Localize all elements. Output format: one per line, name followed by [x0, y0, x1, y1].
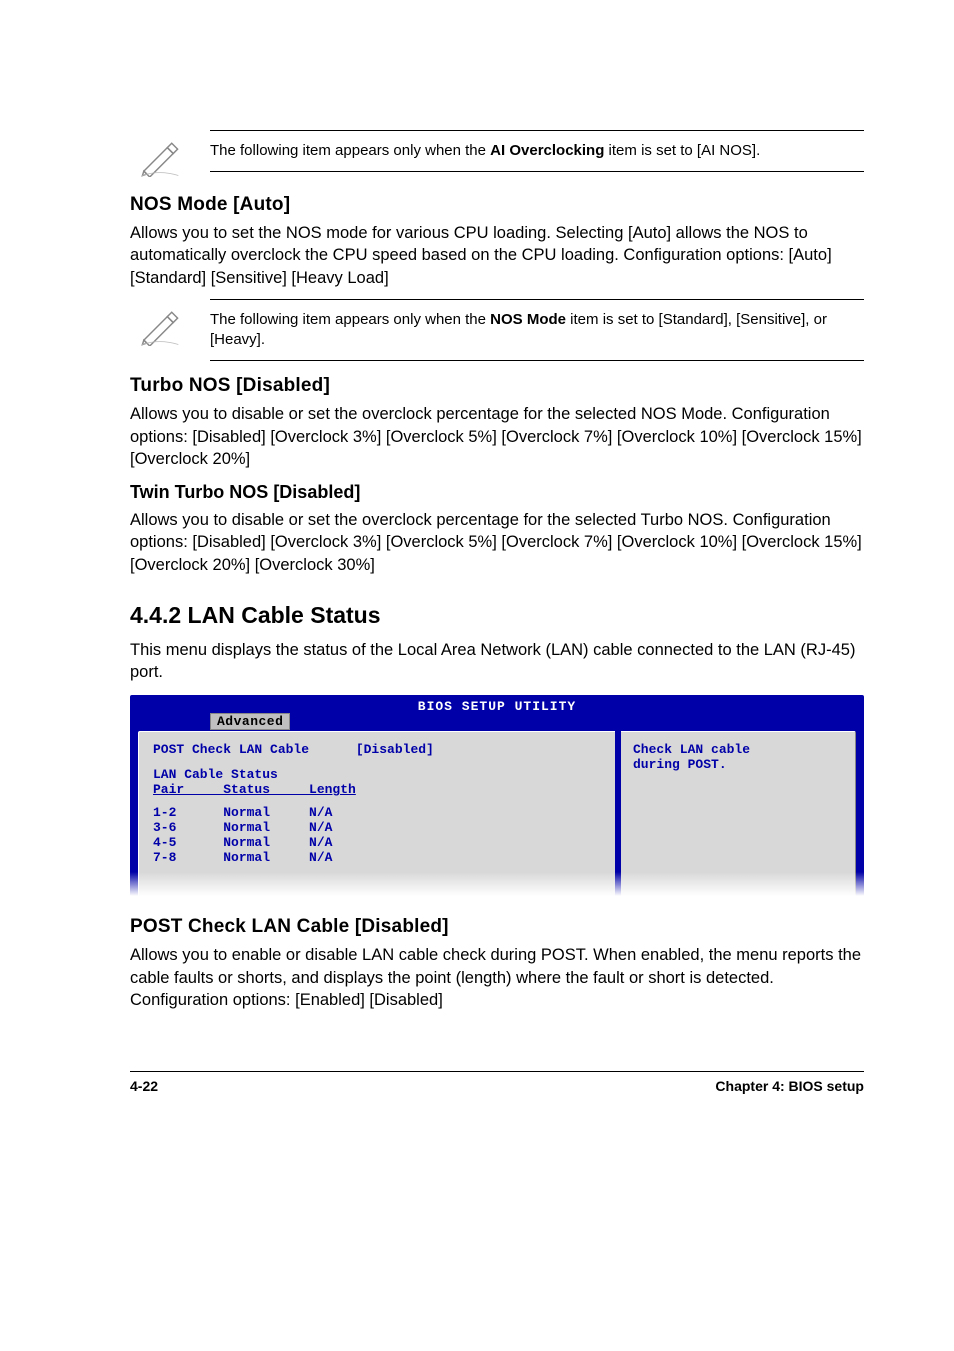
heading-nos-mode: NOS Mode [Auto] [130, 194, 864, 216]
note-ai-overclocking: The following item appears only when the… [130, 130, 864, 180]
heading-post-check-lan: POST Check LAN Cable [Disabled] [130, 916, 864, 938]
bios-right-panel: Check LAN cable during POST. [621, 731, 856, 896]
footer-page-number: 4-22 [130, 1078, 158, 1094]
note1-prefix: The following item appears only when the [210, 142, 490, 159]
bios-row: 3-6 Normal N/A [153, 820, 601, 835]
page-footer: 4-22 Chapter 4: BIOS setup [130, 1071, 864, 1094]
bios-screenshot: BIOS SETUP UTILITY Advanced POST Check L… [130, 695, 864, 896]
heading-turbo-nos: Turbo NOS [Disabled] [130, 375, 864, 397]
note2-prefix: The following item appears only when the [210, 311, 490, 328]
note-text: The following item appears only when the… [210, 130, 864, 172]
bios-title: BIOS SETUP UTILITY [130, 699, 864, 714]
body-post-check-2: Configuration options: [Enabled] [Disabl… [130, 989, 864, 1011]
footer-chapter: Chapter 4: BIOS setup [715, 1078, 864, 1094]
heading-lan-cable-status: 4.4.2 LAN Cable Status [130, 602, 864, 629]
bios-row: 4-5 Normal N/A [153, 835, 601, 850]
note-nos-mode: The following item appears only when the… [130, 299, 864, 362]
bios-help-line1: Check LAN cable [633, 742, 843, 757]
body-nos-mode: Allows you to set the NOS mode for vario… [130, 222, 864, 289]
bios-row: 7-8 Normal N/A [153, 850, 601, 865]
pencil-note-icon [130, 299, 190, 349]
bios-left-panel: POST Check LAN Cable [Disabled] LAN Cabl… [138, 731, 615, 896]
bios-lan-status-header: LAN Cable Status [153, 767, 601, 782]
bios-columns: Pair Status Length [153, 782, 601, 797]
body-twin-turbo-nos: Allows you to disable or set the overclo… [130, 509, 864, 576]
body-turbo-nos: Allows you to disable or set the overclo… [130, 403, 864, 470]
body-lan-cable-status: This menu displays the status of the Loc… [130, 639, 864, 684]
bios-help-line2: during POST. [633, 757, 843, 772]
bios-tab-advanced: Advanced [210, 713, 290, 730]
body-post-check-1: Allows you to enable or disable LAN cabl… [130, 944, 864, 989]
note1-bold: AI Overclocking [490, 142, 604, 159]
pencil-note-icon [130, 130, 190, 180]
note1-suffix: item is set to [AI NOS]. [604, 142, 760, 159]
note2-bold: NOS Mode [490, 311, 566, 328]
bios-post-check-line: POST Check LAN Cable [Disabled] [153, 742, 601, 757]
note-text: The following item appears only when the… [210, 299, 864, 362]
bios-row: 1-2 Normal N/A [153, 805, 601, 820]
heading-twin-turbo-nos: Twin Turbo NOS [Disabled] [130, 482, 864, 503]
